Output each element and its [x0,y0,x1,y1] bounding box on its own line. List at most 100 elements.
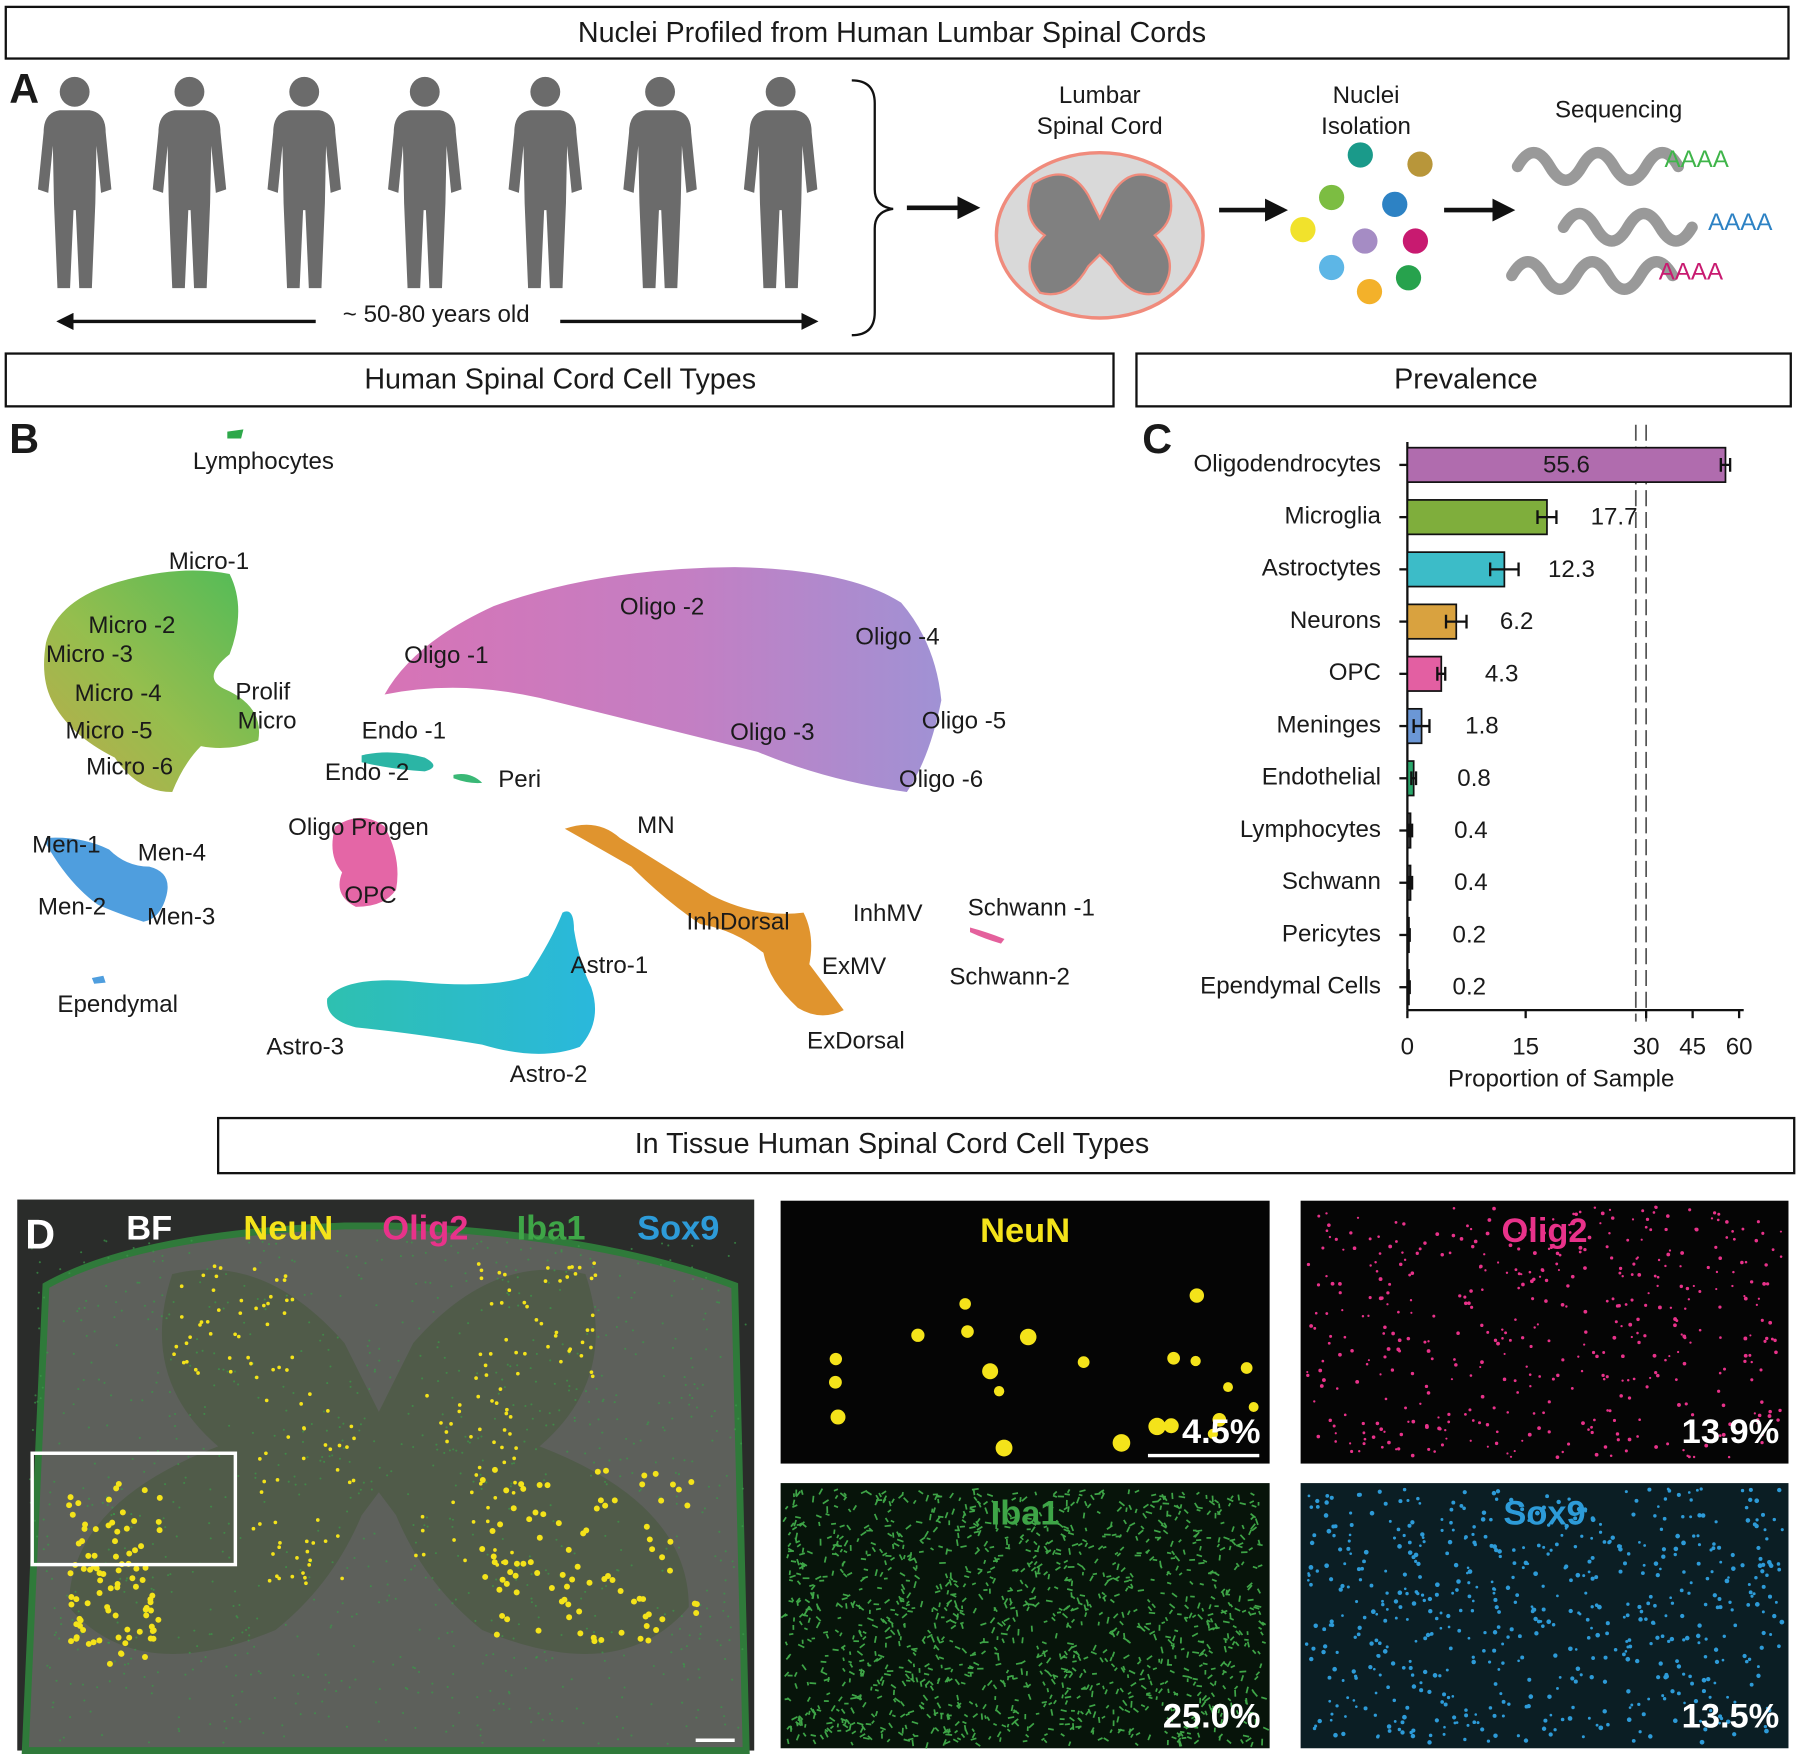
neun-dot [285,1368,289,1372]
cell [1780,1255,1783,1258]
neun-dot [516,1372,520,1376]
neun-dot [68,1601,74,1607]
cluster-label: Oligo -4 [855,624,939,651]
green-dot [474,1620,476,1622]
green-dot [34,1402,36,1404]
green-dot [426,1516,428,1518]
green-dot [157,1671,159,1673]
neun-dot [212,1288,216,1292]
cell [1542,1727,1546,1731]
green-dot [123,1673,125,1675]
cell [1381,1446,1384,1449]
green-dot [449,1518,451,1520]
cell [1427,1448,1430,1451]
neun-dot [108,1585,114,1591]
neun-dot [560,1572,566,1578]
cell [1411,1420,1415,1424]
cell [1135,1555,1141,1557]
green-dot [701,1511,703,1513]
cell [1521,1336,1524,1339]
cluster-label: Micro -5 [65,718,152,745]
cell [1126,1577,1130,1579]
cell [1312,1533,1316,1537]
cell [1579,1613,1582,1616]
green-dot [451,1631,453,1633]
green-dot [208,1306,210,1308]
y-tick-label: OPC [1329,659,1381,686]
nucleus [1403,228,1428,253]
neun-dot [308,1558,312,1562]
green-dot [701,1288,703,1290]
green-dot [621,1696,623,1698]
green-dot [243,1285,245,1287]
green-dot [586,1628,588,1630]
cell [1350,1349,1354,1353]
cell [1104,1534,1111,1536]
green-dot [437,1297,439,1299]
green-dot [191,1240,193,1242]
cell [1331,1282,1335,1286]
green-dot [326,1382,328,1384]
green-dot [171,1591,173,1593]
cell [970,1673,972,1676]
neun-dot [196,1371,200,1375]
neun-dot [157,1495,163,1501]
green-dot [151,1692,153,1694]
inset-title: Iba1 [991,1494,1060,1532]
cell [1588,1717,1591,1720]
neun-dot [120,1509,126,1515]
green-dot [349,1381,351,1383]
green-dot [213,1384,215,1386]
cell [1661,1694,1664,1697]
green-dot [696,1406,698,1408]
cell [1643,1334,1646,1337]
neun-dot [215,1274,219,1278]
cell [1400,1730,1404,1734]
cell [1491,1581,1494,1584]
green-dot [68,1272,70,1274]
cluster-label: Micro -4 [75,680,162,707]
green-dot [36,1535,38,1537]
cell [1427,1740,1431,1744]
channel-label: BF [126,1210,172,1248]
cell [1577,1356,1579,1358]
cell [1612,1297,1615,1300]
neun-dot [352,1479,356,1483]
green-dot [605,1585,607,1587]
cell [1675,1319,1678,1322]
cell [1443,1726,1446,1729]
green-dot [228,1523,230,1525]
green-dot [350,1497,352,1499]
green-dot [298,1494,300,1496]
cell [1020,1329,1037,1346]
neun-dot [114,1529,120,1535]
cell [1309,1657,1313,1661]
cluster-label: Micro -3 [46,641,133,668]
green-dot [151,1588,153,1590]
cell [1435,1582,1440,1587]
cell [1350,1523,1354,1527]
cell [1517,1659,1520,1662]
neun-dot [143,1612,149,1618]
green-dot [535,1381,537,1383]
green-dot [153,1462,155,1464]
cell [869,1610,871,1614]
cell [1421,1594,1424,1597]
cluster-label: Lymphocytes [193,448,334,475]
cell [1408,1550,1413,1555]
cell [1059,1723,1063,1725]
neun-dot [568,1347,572,1351]
green-dot [302,1431,304,1433]
green-dot [293,1674,295,1676]
cell [1542,1546,1545,1549]
cell [1637,1605,1641,1609]
cell [1711,1217,1713,1219]
cell [1447,1413,1450,1416]
green-dot [319,1460,321,1462]
neun-dot [591,1374,595,1378]
neun-dot [240,1299,244,1303]
neun-dot [463,1559,467,1563]
green-dot [634,1292,636,1294]
green-dot [314,1712,316,1714]
green-dot [444,1357,446,1359]
